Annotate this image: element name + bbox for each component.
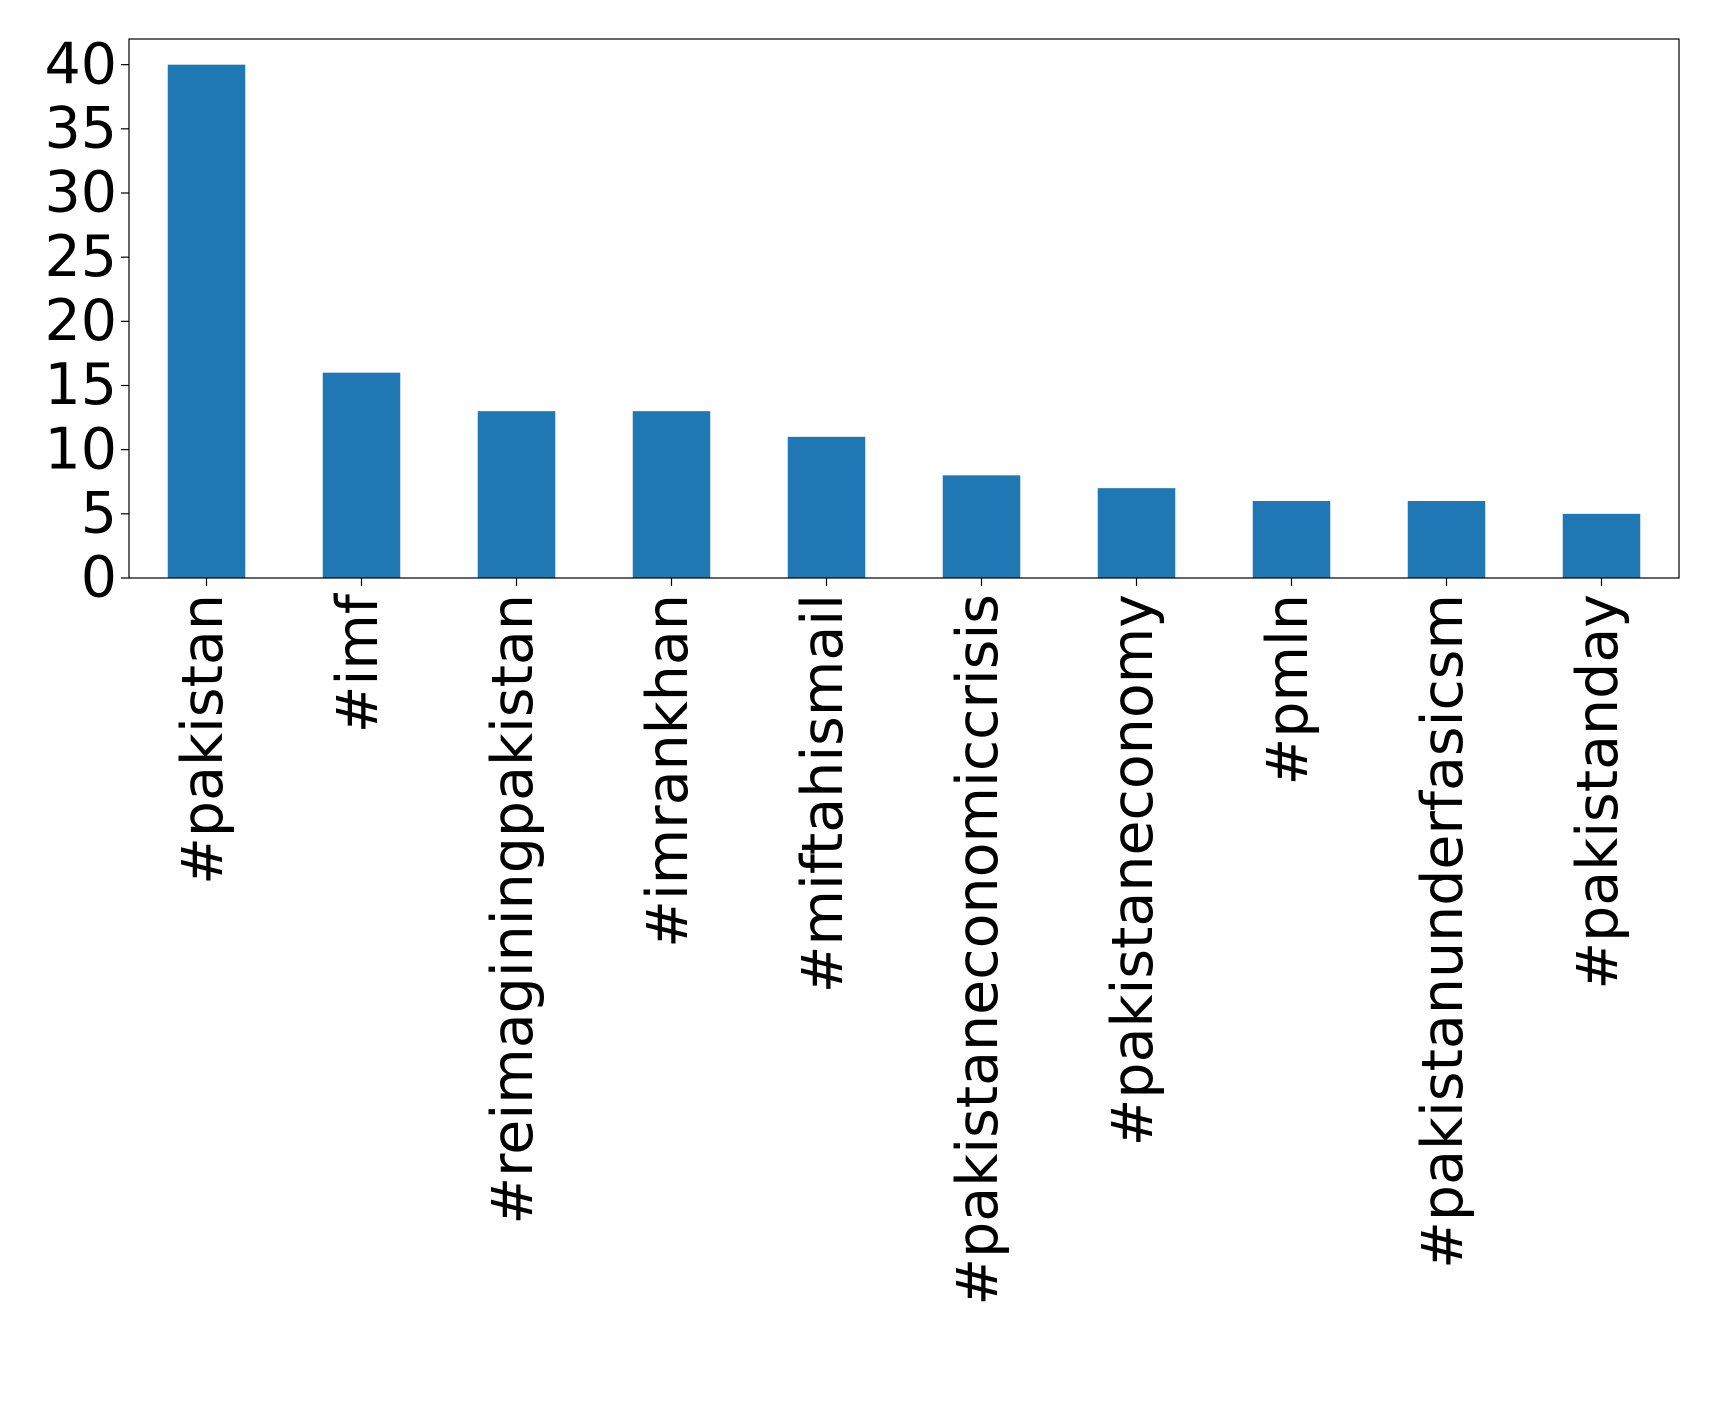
y-tick-label: 15 xyxy=(44,352,117,418)
bar xyxy=(322,372,401,578)
y-tick-label: 10 xyxy=(44,416,117,482)
bar xyxy=(167,64,246,578)
bar xyxy=(1407,501,1486,578)
y-tick-label: 30 xyxy=(44,160,117,226)
x-tick-label: #miftahismail xyxy=(790,594,856,993)
bar xyxy=(1252,501,1331,578)
plot-frame xyxy=(128,38,1680,579)
y-tick-label: 20 xyxy=(44,288,117,354)
y-tick-label: 40 xyxy=(44,31,117,97)
bar xyxy=(632,411,711,578)
y-tick-label: 35 xyxy=(44,95,117,161)
y-tick-label: 0 xyxy=(81,545,117,611)
x-tick-label: #pakistanday xyxy=(1565,594,1631,990)
bar xyxy=(942,475,1021,578)
x-tick-label: #pmln xyxy=(1255,594,1321,785)
x-tick-label: #pakistaneconomiccrisis xyxy=(945,594,1011,1306)
x-tick-label: #imrankhan xyxy=(635,594,701,948)
bar xyxy=(1097,488,1176,578)
y-tick-label: 25 xyxy=(44,224,117,290)
y-tick-label: 5 xyxy=(81,480,117,546)
x-tick-label: #imf xyxy=(325,592,391,733)
bar xyxy=(477,411,556,578)
x-tick-label: #pakistanunderfasicsm xyxy=(1410,594,1476,1269)
bar xyxy=(787,436,866,578)
x-tick-label: #pakistaneconomy xyxy=(1100,594,1166,1146)
bar xyxy=(1562,513,1641,578)
x-tick-label: #reimaginingpakistan xyxy=(480,594,546,1225)
x-tick-label: #pakistan xyxy=(170,594,236,885)
